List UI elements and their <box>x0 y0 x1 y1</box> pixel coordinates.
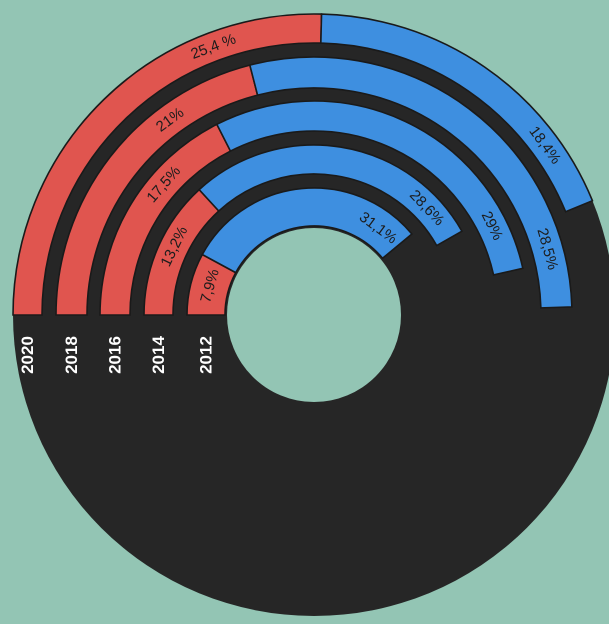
bar-blue-2020 <box>320 13 594 213</box>
year-label-2020: 2020 <box>18 336 37 374</box>
bar-blue-2016 <box>215 100 524 276</box>
year-label-2018: 2018 <box>62 336 81 374</box>
year-label-2012: 2012 <box>197 336 216 374</box>
bar-blue-2012 <box>201 187 413 274</box>
bar-blue-2014 <box>198 144 464 247</box>
center-hole <box>227 228 401 402</box>
bar-blue-2018 <box>248 56 573 309</box>
year-label-2016: 2016 <box>106 336 125 374</box>
year-label-2014: 2014 <box>149 336 168 374</box>
